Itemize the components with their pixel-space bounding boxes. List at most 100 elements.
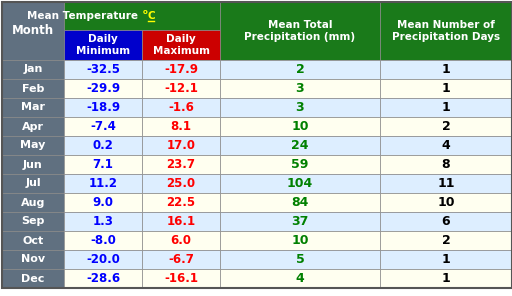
Text: 1: 1 xyxy=(442,63,451,76)
Bar xyxy=(142,155,220,174)
Bar xyxy=(142,98,220,117)
Text: 7.1: 7.1 xyxy=(93,158,114,171)
Text: 6: 6 xyxy=(442,215,451,228)
Bar xyxy=(380,212,512,231)
Text: 59: 59 xyxy=(291,158,309,171)
Text: Daily
Maximum: Daily Maximum xyxy=(153,34,209,56)
Bar xyxy=(380,231,512,250)
Text: 25.0: 25.0 xyxy=(166,177,196,190)
Bar xyxy=(220,174,380,193)
Bar xyxy=(220,193,380,212)
Bar xyxy=(220,98,380,117)
Bar xyxy=(380,193,512,212)
Text: Jul: Jul xyxy=(25,178,41,189)
Bar xyxy=(2,117,64,136)
Text: 5: 5 xyxy=(295,253,304,266)
Text: -20.0: -20.0 xyxy=(86,253,120,266)
Text: 2: 2 xyxy=(295,63,304,76)
Bar xyxy=(220,136,380,155)
Bar xyxy=(64,250,142,269)
Bar xyxy=(220,212,380,231)
Bar xyxy=(64,136,142,155)
Bar xyxy=(142,231,220,250)
Bar xyxy=(380,155,512,174)
Text: 11.2: 11.2 xyxy=(89,177,117,190)
Text: Apr: Apr xyxy=(22,121,44,131)
Text: 3: 3 xyxy=(296,82,304,95)
Bar xyxy=(142,250,220,269)
Text: -8.0: -8.0 xyxy=(90,234,116,247)
Text: -28.6: -28.6 xyxy=(86,272,120,285)
Text: -32.5: -32.5 xyxy=(86,63,120,76)
Text: Aug: Aug xyxy=(21,197,45,207)
Bar xyxy=(2,79,64,98)
Bar xyxy=(142,174,220,193)
Bar xyxy=(142,212,220,231)
Bar xyxy=(64,193,142,212)
Text: 8: 8 xyxy=(442,158,451,171)
Text: Month: Month xyxy=(12,25,54,38)
Bar xyxy=(220,155,380,174)
Bar xyxy=(142,60,220,79)
Text: 4: 4 xyxy=(442,139,451,152)
Bar xyxy=(380,79,512,98)
Bar xyxy=(2,174,64,193)
Bar xyxy=(2,136,64,155)
Text: 17.0: 17.0 xyxy=(166,139,196,152)
Bar xyxy=(2,2,64,60)
Bar xyxy=(64,98,142,117)
Text: Nov: Nov xyxy=(21,255,45,265)
Text: 1: 1 xyxy=(442,253,451,266)
Text: C: C xyxy=(148,11,156,21)
Bar xyxy=(142,269,220,288)
Text: -17.9: -17.9 xyxy=(164,63,198,76)
Bar xyxy=(220,117,380,136)
Text: Mean Number of
Precipitation Days: Mean Number of Precipitation Days xyxy=(392,20,500,42)
Bar xyxy=(2,250,64,269)
Bar xyxy=(380,2,512,60)
Text: Daily
Minimum: Daily Minimum xyxy=(76,34,130,56)
Text: 10: 10 xyxy=(291,234,309,247)
Bar xyxy=(2,60,64,79)
Text: Dec: Dec xyxy=(22,274,45,284)
Text: 11: 11 xyxy=(437,177,455,190)
Text: o: o xyxy=(142,9,147,15)
Text: Jun: Jun xyxy=(23,160,43,170)
Bar xyxy=(380,269,512,288)
Bar xyxy=(142,193,220,212)
Text: Mar: Mar xyxy=(21,102,45,112)
Text: 10: 10 xyxy=(291,120,309,133)
Text: Jan: Jan xyxy=(24,65,42,75)
Bar xyxy=(380,174,512,193)
Text: -29.9: -29.9 xyxy=(86,82,120,95)
Text: 23.7: 23.7 xyxy=(166,158,196,171)
Bar xyxy=(220,2,380,60)
Text: Feb: Feb xyxy=(22,83,44,94)
Bar xyxy=(64,79,142,98)
Text: 1: 1 xyxy=(442,101,451,114)
Bar xyxy=(64,2,220,30)
Bar xyxy=(64,174,142,193)
Bar xyxy=(220,231,380,250)
Text: 37: 37 xyxy=(291,215,309,228)
Text: 9.0: 9.0 xyxy=(93,196,114,209)
Text: -16.1: -16.1 xyxy=(164,272,198,285)
Bar xyxy=(142,30,220,60)
Text: 22.5: 22.5 xyxy=(166,196,196,209)
Bar xyxy=(2,155,64,174)
Text: Oct: Oct xyxy=(23,236,44,245)
Bar xyxy=(220,60,380,79)
Bar xyxy=(64,117,142,136)
Bar xyxy=(220,269,380,288)
Text: 2: 2 xyxy=(442,120,451,133)
Bar xyxy=(380,136,512,155)
Text: 104: 104 xyxy=(287,177,313,190)
Text: 8.1: 8.1 xyxy=(170,120,191,133)
Text: 6.0: 6.0 xyxy=(170,234,191,247)
Text: -6.7: -6.7 xyxy=(168,253,194,266)
Bar xyxy=(220,250,380,269)
Bar xyxy=(2,212,64,231)
Bar xyxy=(64,155,142,174)
Bar xyxy=(64,60,142,79)
Text: -18.9: -18.9 xyxy=(86,101,120,114)
